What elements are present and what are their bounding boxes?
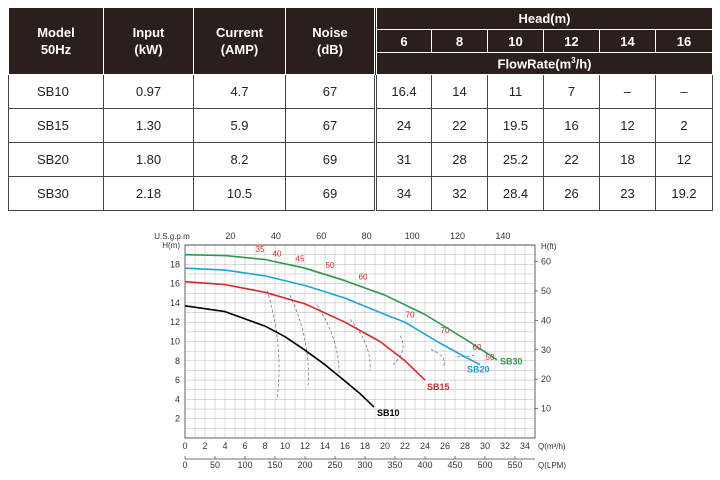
gpm-tick-label: 120 [450, 231, 465, 241]
efficiency-guide-line [456, 354, 474, 358]
x-tick-label: 18 [360, 441, 370, 451]
header-flowrate: FlowRate(m3/h) [373, 52, 714, 75]
series-line-sb30 [184, 253, 498, 361]
header-model: Model 50Hz [8, 7, 104, 75]
ft-tick-label: 50 [541, 286, 551, 296]
table-row: SB10 0.97 4.7 67 16.4 14 11 7 – – [8, 74, 714, 109]
header-head-14: 14 [599, 29, 656, 53]
efficiency-guide-line [349, 319, 371, 371]
gpm-tick-label: 40 [271, 231, 281, 241]
lpm-tick-label: 150 [267, 460, 282, 470]
efficiency-label: 60 [359, 273, 368, 282]
y-tick-label: 18 [170, 259, 180, 269]
y2-axis-label: H(ft) [541, 242, 557, 251]
x-tick-label: 34 [520, 441, 530, 451]
spec-table: Model 50Hz Input (kW) Current (AMP) Noise (d… [8, 7, 714, 211]
lpm-axis-label: Q(LPM) [538, 461, 566, 470]
header-head-16: 16 [654, 29, 714, 53]
x-tick-label: 6 [242, 441, 247, 451]
lpm-tick-label: 450 [447, 460, 462, 470]
x-tick-label: 20 [380, 441, 390, 451]
ft-tick-label: 20 [541, 374, 551, 384]
y-tick-label: 16 [170, 279, 180, 289]
series-label-sb10: SB10 [377, 408, 400, 418]
header-head-10: 10 [487, 29, 544, 53]
efficiency-label: 40 [273, 250, 282, 259]
y-tick-label: 4 [175, 394, 180, 404]
lpm-tick-label: 0 [182, 460, 187, 470]
x-tick-label: 14 [320, 441, 330, 451]
efficiency-label: 70 [406, 310, 415, 319]
x-tick-label: 32 [500, 441, 510, 451]
header-current: Current (AMP) [193, 7, 286, 75]
x-tick-label: 28 [460, 441, 470, 451]
efficiency-guide-line [392, 335, 404, 365]
x-tick-label: 30 [480, 441, 490, 451]
lpm-tick-label: 350 [387, 460, 402, 470]
table-row: SB20 1.80 8.2 69 31 28 25.2 22 18 12 [8, 142, 714, 177]
lpm-tick-label: 500 [477, 460, 492, 470]
x-tick-label: 24 [420, 441, 430, 451]
lpm-tick-label: 200 [297, 460, 312, 470]
table-row: SB15 1.30 5.9 67 24 22 19.5 16 12 2 [8, 108, 714, 143]
y-tick-label: 2 [175, 414, 180, 424]
efficiency-label: 50 [326, 261, 335, 270]
x-tick-label: 12 [300, 441, 310, 451]
efficiency-guide-line [430, 348, 445, 367]
header-head-6: 6 [374, 29, 432, 53]
efficiency-label: 50 [486, 353, 495, 362]
efficiency-label: 45 [296, 254, 305, 263]
y-axis-label: H(m) [162, 241, 180, 250]
header-head-8: 8 [431, 29, 488, 53]
table-row: SB30 2.18 10.5 69 34 32 28.4 26 23 19.2 [8, 176, 714, 211]
efficiency-guide-line [316, 304, 340, 377]
efficiency-guide-line [266, 290, 280, 400]
gpm-tick-label: 100 [405, 231, 420, 241]
x-tick-label: 10 [280, 441, 290, 451]
series-label-sb20: SB20 [467, 364, 490, 374]
x-tick-label: 8 [262, 441, 267, 451]
x-tick-label: 0 [182, 441, 187, 451]
series-label-sb30: SB30 [500, 357, 523, 367]
y-tick-label: 6 [175, 375, 180, 385]
gpm-tick-label: 60 [316, 231, 326, 241]
lpm-tick-label: 550 [507, 460, 522, 470]
y-tick-label: 14 [170, 298, 180, 308]
lpm-tick-label: 300 [357, 460, 372, 470]
y-tick-label: 10 [170, 337, 180, 347]
efficiency-guide-line [289, 295, 309, 386]
gpm-axis-label: U.S.g.p.m [154, 232, 190, 241]
x-tick-label: 26 [440, 441, 450, 451]
efficiency-label: 35 [256, 245, 265, 254]
x-tick-label: 22 [400, 441, 410, 451]
header-head-12: 12 [543, 29, 600, 53]
lpm-tick-label: 400 [417, 460, 432, 470]
series-line-sb10 [184, 305, 375, 408]
ft-tick-label: 60 [541, 257, 551, 267]
y-tick-label: 12 [170, 317, 180, 327]
efficiency-label: 70 [441, 326, 450, 335]
x-tick-label: 4 [222, 441, 227, 451]
gpm-tick-label: 140 [495, 231, 510, 241]
ft-tick-label: 30 [541, 345, 551, 355]
lpm-tick-label: 250 [327, 460, 342, 470]
y-tick-label: 8 [175, 356, 180, 366]
pump-curve-chart: 0 2 4 6 8 10 12 14 16 18 20 22 24 26 28 30 32 34 Q(m³/h)0 5… [154, 231, 566, 470]
series-line-sb20 [184, 267, 481, 366]
header-noise: Noise (dB) [285, 7, 376, 75]
lpm-tick-label: 100 [237, 460, 252, 470]
x-tick-label: 16 [340, 441, 350, 451]
ft-tick-label: 40 [541, 315, 551, 325]
series-label-sb15: SB15 [427, 382, 450, 392]
header-head-group: Head(m) [373, 7, 714, 30]
x-axis-label: Q(m³/h) [538, 442, 566, 451]
ft-tick-label: 10 [541, 404, 551, 414]
x-tick-label: 2 [202, 441, 207, 451]
series-line-sb15 [184, 280, 426, 381]
gpm-tick-label: 20 [225, 231, 235, 241]
lpm-tick-label: 50 [210, 460, 220, 470]
header-input: Input (kW) [103, 7, 194, 75]
gpm-tick-label: 80 [362, 231, 372, 241]
